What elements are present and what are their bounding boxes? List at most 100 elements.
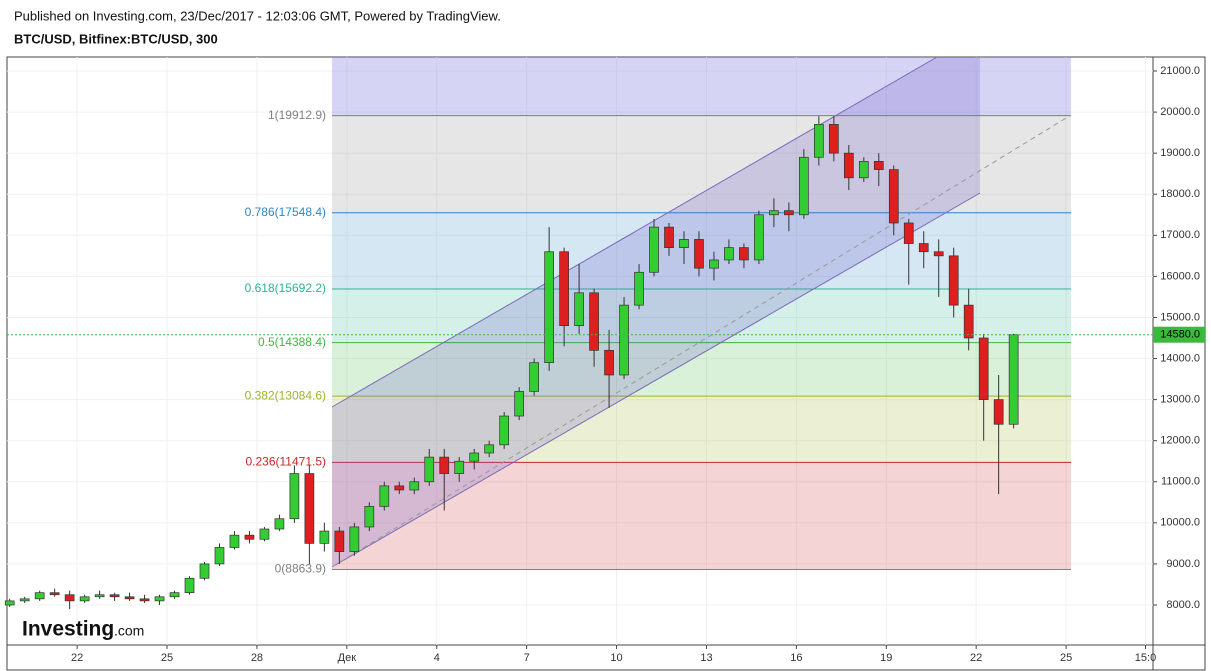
channel-fill (332, 57, 980, 567)
candle-body (873, 161, 884, 170)
candle-body (304, 473, 315, 544)
candle-body (424, 456, 435, 483)
channel-lower (331, 192, 981, 568)
candle-body (469, 452, 480, 462)
x-tick-label: 4 (434, 652, 440, 664)
y-tick-label: 19000.0 (1160, 147, 1200, 159)
candle-body (664, 226, 674, 248)
last-price-box (1153, 326, 1205, 343)
candle-body (289, 473, 300, 520)
fib-label: 0.236(11471.5) (245, 455, 326, 469)
candle-body (604, 349, 614, 376)
fib-label: 1(19912.9) (268, 108, 326, 122)
symbol-title: BTC/USD, Bitfinex:BTC/USD, 300 (14, 31, 218, 46)
fib-band (332, 462, 1071, 570)
logo-suffix: .com (114, 623, 144, 639)
x-tick-label: 10 (610, 652, 622, 664)
candle-body (394, 485, 405, 491)
candle-body (379, 485, 390, 507)
y-tick-label: 11000.0 (1161, 476, 1200, 488)
published-note: Published on Investing.com, 23/Dec/2017 … (14, 8, 501, 23)
y-tick-label: 15000.0 (1160, 311, 1200, 323)
y-tick-label: 12000.0 (1160, 435, 1200, 447)
candle-body (784, 210, 794, 216)
y-tick-label: 16000.0 (1160, 270, 1200, 282)
fib-label: 0.382(13084.6) (245, 388, 326, 402)
fib-label: 0.5(14388.4) (258, 335, 326, 349)
candle-body (19, 598, 30, 602)
x-tick-label: 13 (700, 652, 712, 664)
candle-body (184, 577, 195, 594)
candle-body (409, 481, 420, 491)
y-tick-label: 8000.0 (1166, 599, 1200, 611)
candle-body (799, 156, 809, 216)
candle-body (334, 530, 345, 552)
x-tick-label: 15:0 (1135, 652, 1156, 664)
y-tick-label: 18000.0 (1160, 188, 1200, 200)
last-price-label: 14580.0 (1160, 329, 1200, 341)
logo-brand: Investing (22, 618, 114, 641)
candle-body (828, 124, 839, 154)
candle-body (274, 518, 285, 530)
candle-body (454, 460, 465, 474)
candle-body (709, 259, 719, 269)
candle-body (484, 444, 495, 454)
candle-body (933, 251, 944, 257)
candle-body (499, 415, 510, 446)
candle-body (64, 594, 75, 602)
fib-band (332, 396, 1071, 463)
chart-frame (6, 56, 1206, 671)
candle-body (529, 362, 539, 392)
x-tick-label: 25 (1060, 652, 1072, 664)
candle-body (589, 292, 599, 351)
channel-upper (331, 56, 938, 408)
candle-body (903, 222, 914, 244)
y-tick-label: 9000.0 (1166, 558, 1200, 570)
y-tick-label: 21000.0 (1160, 65, 1200, 77)
fib-band (332, 57, 1071, 116)
y-tick-label: 14000.0 (1160, 352, 1200, 364)
y-tick-label: 10000.0 (1160, 517, 1200, 529)
x-tick-label: 19 (880, 652, 892, 664)
candle-body (49, 592, 60, 596)
candle-body (769, 210, 779, 216)
candle-body (124, 596, 135, 600)
candle-body (349, 526, 360, 552)
x-tick-label: 25 (161, 652, 173, 664)
candle-body (814, 124, 824, 158)
candle-body (439, 456, 450, 474)
y-tick-label: 13000.0 (1160, 394, 1200, 406)
candle-body (574, 292, 584, 327)
candle-body (199, 563, 210, 579)
candle-body (79, 596, 90, 602)
candle-body (94, 594, 105, 598)
candle-body (169, 592, 180, 598)
candle-body (948, 255, 959, 306)
candle-body (918, 243, 929, 253)
candle-body (259, 528, 270, 540)
candle-body (139, 598, 150, 602)
fib-label: 0(8863.9) (275, 562, 326, 576)
candle-body (559, 251, 569, 327)
x-tick-label: 22 (71, 652, 83, 664)
candle-body (619, 304, 629, 376)
candle-body (993, 399, 1004, 425)
candles (4, 116, 1019, 610)
y-tick-label: 20000.0 (1160, 106, 1200, 118)
candle-body (679, 239, 689, 248)
grid (7, 57, 1153, 645)
fib-label: 0.618(15692.2) (245, 281, 326, 295)
axes: 8000.0 9000.0 10000.0 11000.0 12000.0 13000.0… (7, 65, 1205, 664)
fib-band (332, 289, 1071, 343)
candle-body (4, 600, 15, 606)
candle-body (319, 530, 330, 544)
candle-body (244, 534, 255, 540)
x-tick-label: 7 (524, 652, 530, 664)
candle-body (544, 251, 554, 363)
candle-body (858, 161, 869, 179)
x-tick-label: 22 (970, 652, 982, 664)
fib-trend-line (331, 114, 1072, 568)
fib-band (332, 115, 1071, 213)
candle-body (649, 226, 659, 273)
